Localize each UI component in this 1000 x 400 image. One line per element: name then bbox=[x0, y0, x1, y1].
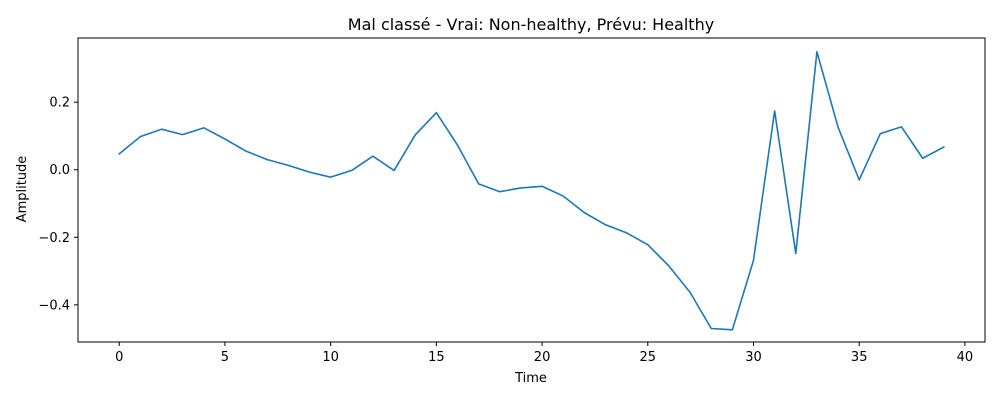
chart-title: Mal classé - Vrai: Non-healthy, Prévu: H… bbox=[348, 15, 714, 34]
y-tick-label: −0.4 bbox=[38, 298, 70, 313]
y-tick-label: 0.2 bbox=[49, 96, 70, 111]
x-tick-label: 25 bbox=[640, 350, 657, 365]
x-tick-label: 40 bbox=[957, 350, 974, 365]
plot-area bbox=[118, 51, 945, 331]
y-tick-label: −0.2 bbox=[38, 231, 70, 246]
x-tick-label: 20 bbox=[534, 350, 551, 365]
x-tick-label: 5 bbox=[221, 350, 229, 365]
x-tick-label: 0 bbox=[115, 350, 123, 365]
plot-frame bbox=[77, 37, 986, 343]
x-tick-label: 35 bbox=[851, 350, 868, 365]
axes: 0 5 10 15 20 25 30 35 40 −0.4 −0.2 0.0 0.2 bbox=[38, 37, 986, 365]
y-tick-label: 0.0 bbox=[49, 163, 70, 178]
x-tick-label: 10 bbox=[322, 350, 339, 365]
x-axis-label: Time bbox=[514, 371, 547, 386]
y-axis-label: Amplitude bbox=[15, 156, 30, 223]
series-line-0 bbox=[118, 51, 945, 331]
x-tick-label: 30 bbox=[745, 350, 762, 365]
x-tick-label: 15 bbox=[428, 350, 445, 365]
